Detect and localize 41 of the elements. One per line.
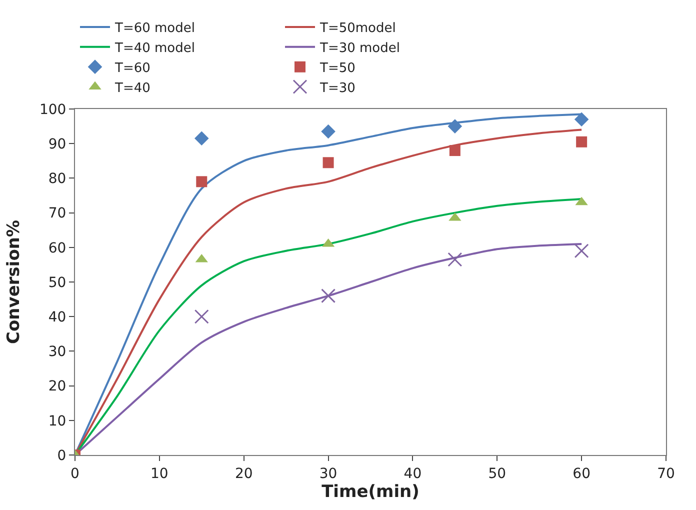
point (574, 244, 589, 258)
y-tick-label: 100 (39, 102, 66, 118)
x-tick-label: 70 (657, 466, 675, 482)
y-tick-label: 70 (48, 206, 66, 222)
y-tick-label: 20 (48, 378, 66, 395)
x-tick-label: 30 (319, 466, 338, 482)
point (194, 131, 209, 146)
y-tick-label: 10 (48, 413, 66, 430)
y-tick-label: 60 (48, 240, 66, 256)
legend-label: T=60 (114, 60, 150, 76)
y-tick-label: 30 (48, 344, 66, 360)
point (576, 136, 588, 148)
x-tick-label: 20 (234, 466, 253, 482)
legend-label: T=40 model (114, 41, 195, 56)
legend-label: T=50 (319, 60, 356, 76)
y-tick-label: 0 (57, 448, 66, 464)
legend-label: T=30 model (319, 41, 400, 56)
x-tick-label: 40 (404, 466, 422, 482)
point (448, 119, 462, 134)
legend-label: T=60 model (114, 21, 195, 36)
legend-label: T=50model (319, 21, 396, 36)
y-axis-title: Conversion% (4, 220, 24, 344)
point (321, 288, 336, 304)
point (194, 309, 209, 324)
point (574, 112, 589, 127)
point (196, 176, 208, 188)
point (449, 145, 460, 156)
point (448, 252, 462, 267)
x-axis-title: Time(min) (322, 482, 420, 502)
y-tick-label: 40 (48, 310, 66, 326)
point (321, 124, 336, 139)
point (322, 157, 334, 168)
x-tick-label: 50 (488, 466, 506, 482)
y-tick-label: 50 (48, 274, 66, 291)
y-tick-label: 80 (48, 171, 66, 188)
legend-label: T=30 (319, 80, 356, 96)
x-tick-label: 10 (150, 466, 168, 482)
y-tick-label: 90 (48, 136, 66, 152)
x-tick-label: 0 (70, 466, 80, 482)
legend-label: T=40 (114, 80, 150, 96)
x-tick-label: 60 (572, 466, 590, 482)
